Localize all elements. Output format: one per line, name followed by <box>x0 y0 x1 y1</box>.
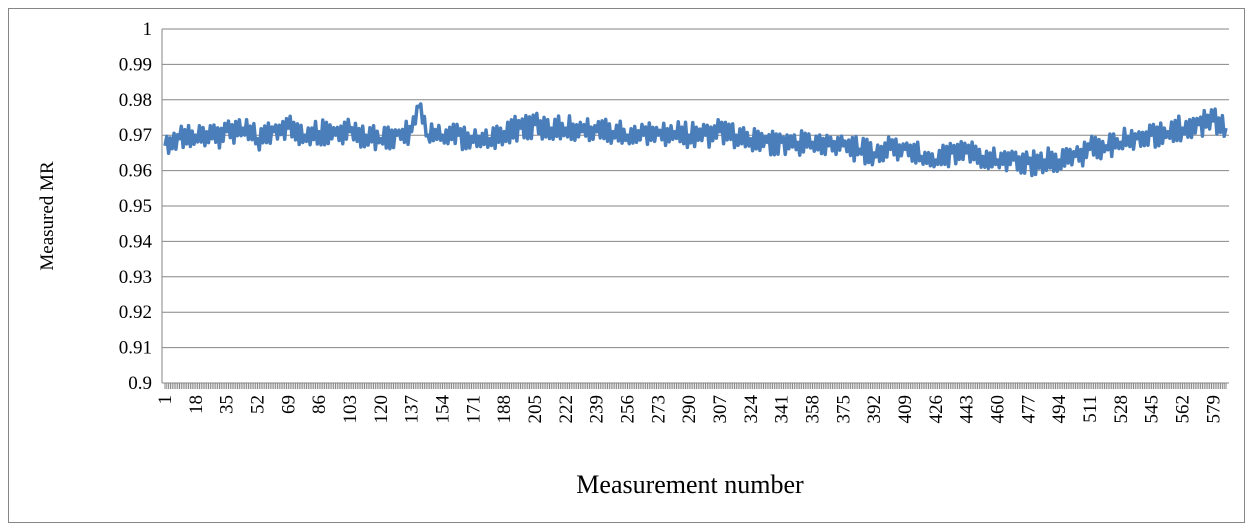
chart-frame: 0.9 0.91 0.92 0.93 0.94 0.95 0.96 0.97 0.98 0.99 1… <box>8 8 1245 523</box>
x-tick-label: 477 <box>1018 395 1039 424</box>
x-tick-label: 69 <box>278 395 299 414</box>
x-tick-label: 52 <box>248 395 269 414</box>
x-tick-label: 120 <box>371 395 392 424</box>
x-tick-label: 375 <box>833 395 854 424</box>
y-tick-label: 0.98 <box>119 90 152 111</box>
x-tick-label: 392 <box>864 395 885 424</box>
x-tick-label: 562 <box>1173 395 1194 424</box>
y-tick-label: 0.94 <box>119 231 153 252</box>
x-tick-label: 154 <box>433 395 454 424</box>
y-tick-label: 0.96 <box>119 161 152 182</box>
x-tick-label: 18 <box>186 395 207 414</box>
line-chart: 0.9 0.91 0.92 0.93 0.94 0.95 0.96 0.97 0.98 0.99 1… <box>37 19 1229 499</box>
x-tick-label: 341 <box>772 395 793 424</box>
y-tick-label: 0.93 <box>119 267 152 288</box>
x-tick-label: 1 <box>155 395 176 405</box>
y-tick-label: 0.91 <box>119 338 152 359</box>
x-axis-label: Measurement number <box>576 470 804 499</box>
x-tick-label: 494 <box>1049 395 1070 424</box>
x-tick-label: 205 <box>525 395 546 424</box>
y-tick-label: 0.99 <box>119 54 152 75</box>
x-axis-ticks <box>164 383 1227 389</box>
x-tick-label: 86 <box>309 395 330 414</box>
x-tick-label: 579 <box>1203 395 1224 424</box>
x-tick-label: 273 <box>648 395 669 424</box>
x-tick-label: 409 <box>895 395 916 424</box>
y-tick-label: 1 <box>143 19 153 40</box>
x-tick-label: 239 <box>587 395 608 424</box>
x-tick-label: 188 <box>494 395 515 424</box>
x-tick-labels: 1 18 35 52 69 86 103 120 137 154 171 188 205 222 239 25… <box>155 395 1224 424</box>
gridlines <box>162 28 1229 349</box>
x-tick-label: 137 <box>402 395 423 424</box>
y-axis-label: Measured MR <box>37 161 58 271</box>
y-tick-label: 0.97 <box>119 125 152 146</box>
y-tick-label: 0.9 <box>128 373 152 394</box>
axes <box>161 29 1229 389</box>
x-tick-label: 528 <box>1111 395 1132 424</box>
y-tick-label: 0.92 <box>119 302 152 323</box>
series-line <box>163 102 1228 178</box>
y-tick-labels: 0.9 0.91 0.92 0.93 0.94 0.95 0.96 0.97 0.98 0.99 1 <box>119 19 153 394</box>
x-tick-label: 324 <box>741 395 762 424</box>
x-tick-label: 35 <box>217 395 238 414</box>
x-tick-label: 460 <box>988 395 1009 424</box>
x-tick-label: 171 <box>463 395 484 424</box>
series-layer <box>163 102 1228 178</box>
x-tick-label: 290 <box>679 395 700 424</box>
x-tick-label: 256 <box>618 395 639 424</box>
y-tick-label: 0.95 <box>119 196 152 217</box>
x-tick-label: 426 <box>926 395 947 424</box>
x-tick-label: 545 <box>1142 395 1163 424</box>
x-tick-label: 358 <box>803 395 824 424</box>
x-tick-label: 511 <box>1080 395 1101 423</box>
x-tick-label: 443 <box>957 395 978 424</box>
x-tick-label: 307 <box>710 395 731 424</box>
x-tick-label: 103 <box>340 395 361 424</box>
x-tick-label: 222 <box>556 395 577 424</box>
